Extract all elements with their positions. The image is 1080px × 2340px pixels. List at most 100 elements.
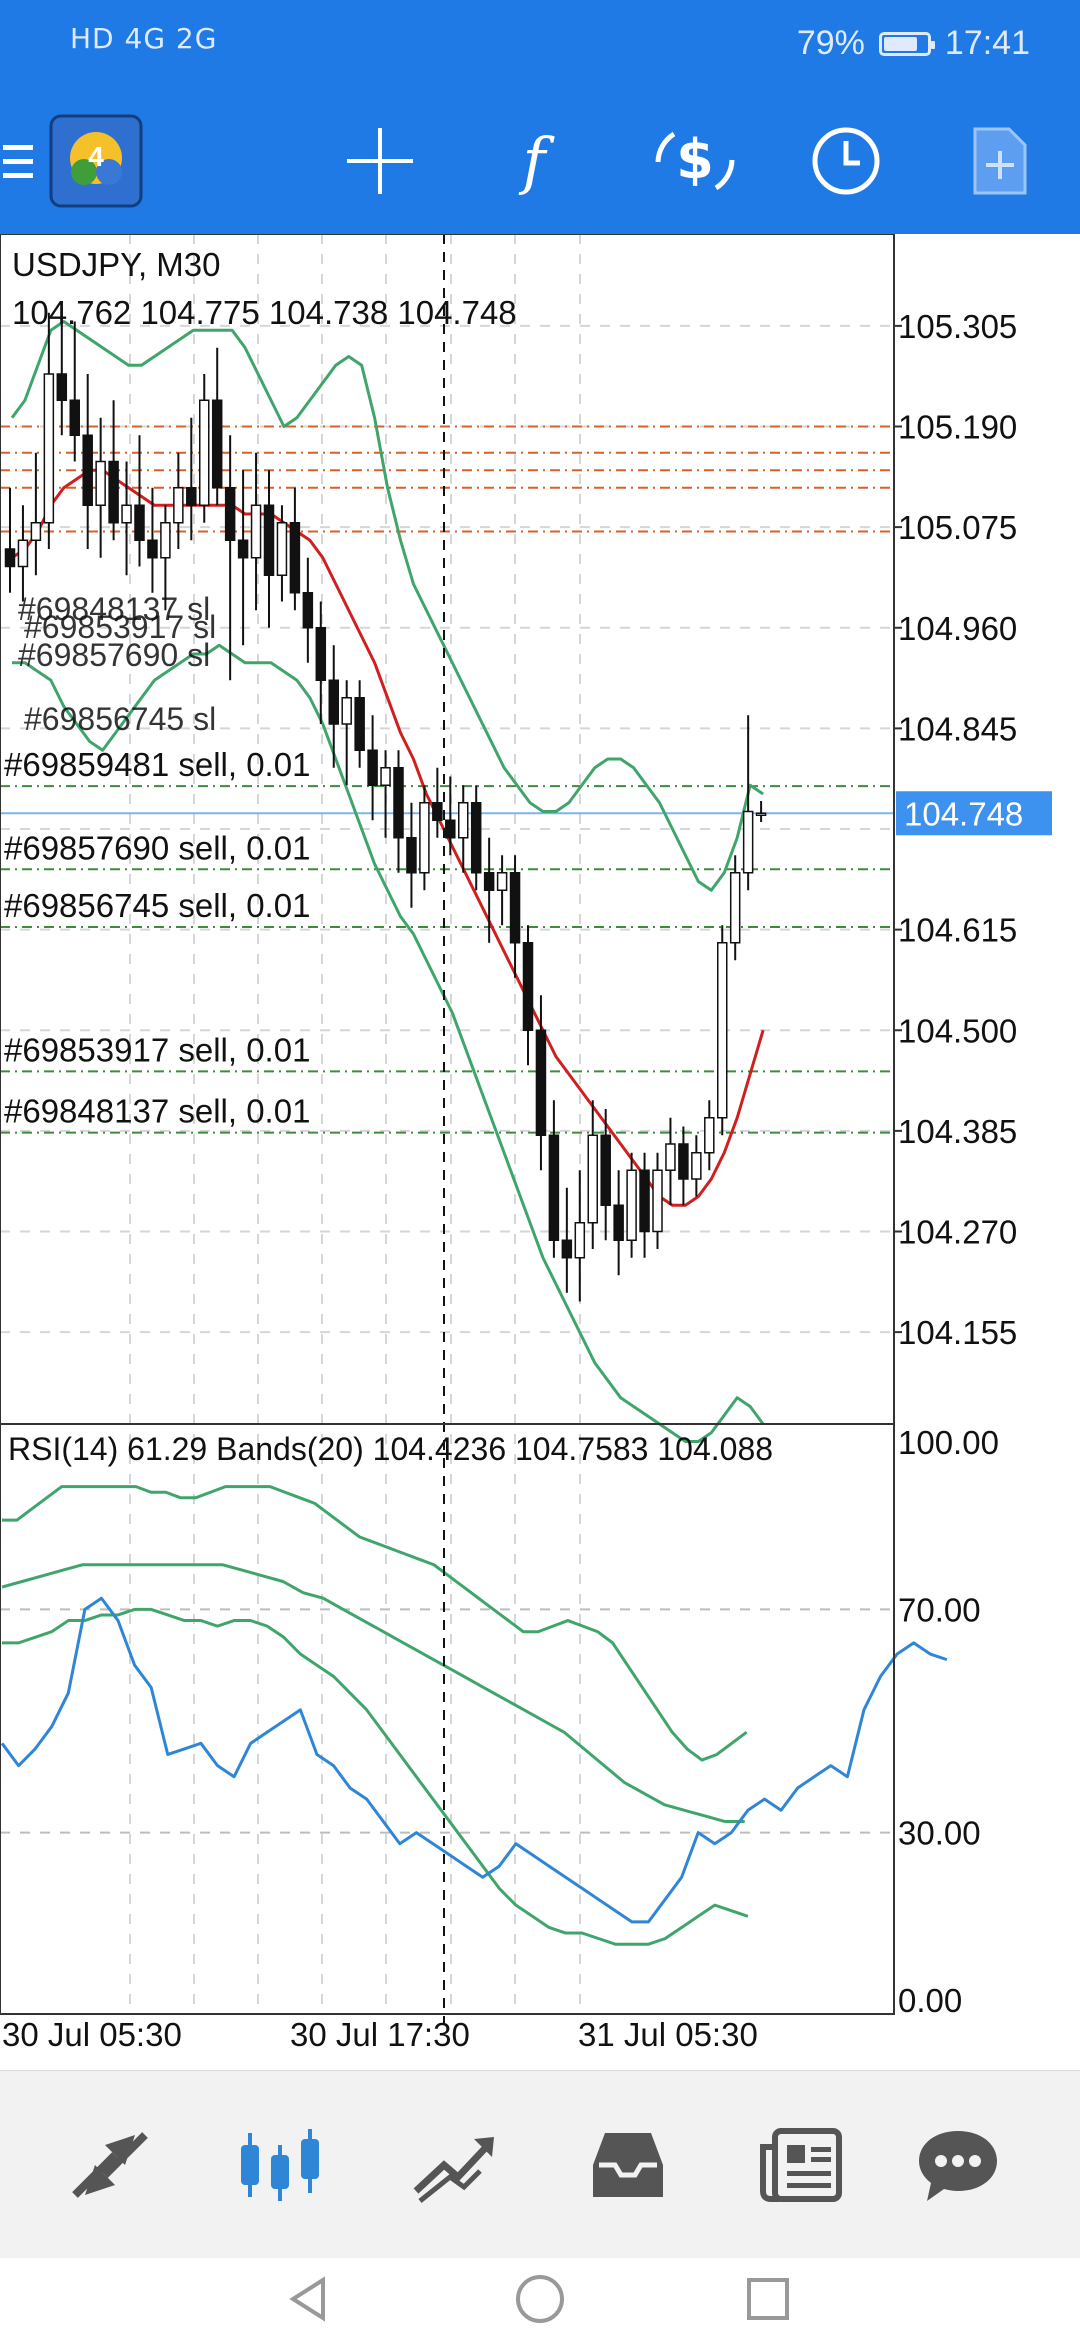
network-indicators: HD 4G 2G	[70, 22, 218, 55]
home-icon[interactable]	[480, 2258, 600, 2340]
app-logo-icon[interactable]: 4	[48, 88, 144, 234]
candle-body-38	[496, 872, 508, 891]
candle-body-36	[470, 802, 482, 874]
candle-body-13	[173, 487, 184, 524]
ohlc-values: 104.762 104.775 104.738 104.748	[12, 294, 517, 331]
rsi-bands-upper	[2, 1485, 748, 1762]
candle-body-9	[121, 504, 132, 524]
candle-body-8	[108, 460, 119, 524]
sl-label-1: #69853917 sl	[24, 609, 216, 645]
rsi-axis: 100.00 70.00 30.00 0.00	[898, 1424, 999, 2019]
candle-body-25	[328, 679, 339, 725]
candle-body-50	[652, 1169, 663, 1233]
candle-body-2	[30, 522, 42, 541]
new-chart-icon[interactable]	[950, 88, 1050, 234]
candle-body-42	[548, 1134, 560, 1241]
candle-body-21	[276, 522, 288, 576]
stop-loss-lines	[0, 425, 894, 533]
candle-body-56	[729, 872, 741, 944]
candle-body-46	[600, 1134, 611, 1206]
bands-upper-line	[10, 320, 764, 892]
price-tick-label-5: 104.615	[898, 912, 1017, 949]
stop-loss-labels: #69848137 sl#69853917 sl#69857690 sl #698…	[18, 591, 216, 737]
order-label-4: #69848137 sell, 0.01	[4, 1093, 310, 1130]
candle-body-55	[717, 942, 728, 1119]
clock: 17:41	[944, 24, 1030, 62]
svg-text:$: $	[676, 128, 714, 191]
order-lines: #69859481 sell, 0.01 #69857690 sell, 0.01…	[0, 746, 894, 1134]
news-icon[interactable]	[712, 2071, 892, 2259]
time-label-0: 30 Jul 05:30	[2, 2016, 182, 2053]
function-icon[interactable]: f	[484, 88, 584, 234]
back-icon[interactable]	[248, 2258, 368, 2340]
candle-body-24	[315, 627, 327, 681]
candle-body-44	[574, 1222, 586, 1259]
battery-icon	[878, 31, 935, 56]
price-tick-label-0: 105.305	[898, 308, 1017, 345]
bottom-navigation	[0, 2070, 1080, 2259]
current-price-tag: 104.748	[896, 791, 1052, 836]
candle-body-45	[587, 1134, 598, 1224]
candle-body-33	[432, 802, 443, 821]
candle-body-57	[742, 810, 754, 874]
price-axis: 105.305 105.190 105.075 104.960 104.845 104.6…	[894, 308, 1017, 1351]
chart-area[interactable]: #69859481 sell, 0.01 #69857690 sell, 0.01…	[0, 234, 1080, 2070]
candle-body-22	[289, 522, 301, 594]
crosshair-icon[interactable]	[330, 88, 430, 234]
chart-symbol-header: USDJPY, M30	[12, 246, 220, 283]
rsi-bands-lower	[2, 1607, 749, 1946]
current-price-box	[896, 791, 1052, 836]
chart-icon[interactable]	[190, 2071, 370, 2259]
time-label-1: 30 Jul 17:30	[290, 2016, 470, 2053]
price-tick-label-2: 105.075	[898, 509, 1017, 546]
menu-icon[interactable]	[0, 88, 40, 234]
price-tick-label-4: 104.845	[898, 710, 1017, 747]
candle-body-28	[367, 749, 378, 786]
candle-body-58	[755, 812, 767, 816]
candle-body-15	[199, 399, 210, 506]
status-bar: HD 4G 2G 79% 17:41	[0, 0, 1080, 88]
chat-icon[interactable]	[868, 2071, 1048, 2259]
quotes-icon[interactable]	[20, 2071, 200, 2259]
chart-grid	[0, 234, 894, 2014]
candle-body-35	[458, 802, 469, 839]
time-axis: 30 Jul 05:30 30 Jul 17:30 31 Jul 05:30	[2, 2016, 758, 2053]
rsi-line	[0, 1596, 948, 1924]
time-label-2: 31 Jul 05:30	[578, 2016, 758, 2053]
candlesticks	[4, 304, 767, 1302]
battery-percent: 79%	[796, 24, 865, 62]
candle-body-43	[561, 1239, 573, 1259]
clock-icon[interactable]	[796, 88, 896, 234]
trade-nav-icon[interactable]	[365, 2071, 545, 2259]
status-right: 79% 17:41	[797, 24, 1030, 63]
rsi-header: RSI(14) 61.29 Bands(20) 104.4236 104.758…	[8, 1431, 773, 1467]
candle-body-32	[419, 802, 430, 874]
candle-body-1	[17, 539, 29, 568]
recents-icon[interactable]	[708, 2258, 828, 2340]
candle-body-20	[263, 504, 275, 576]
current-price-label: 104.748	[904, 795, 1023, 832]
candle-body-11	[147, 539, 158, 559]
candle-body-51	[665, 1143, 676, 1171]
order-label-3: #69853917 sell, 0.01	[4, 1031, 310, 1068]
candle-body-40	[522, 942, 534, 1031]
bollinger-bands	[10, 320, 765, 1443]
trade-icon[interactable]: $	[640, 88, 750, 234]
rsi-tick-label-1: 70.00	[898, 1591, 981, 1628]
rsi-pane-border	[0, 1423, 895, 2015]
candle-body-47	[613, 1204, 624, 1241]
candle-body-30	[393, 767, 404, 839]
candle-body-16	[211, 399, 223, 489]
price-tick-label-7: 104.385	[898, 1113, 1017, 1150]
price-tick-label-1: 105.190	[898, 409, 1017, 446]
candle-body-41	[535, 1029, 547, 1136]
candle-body-3	[43, 373, 55, 524]
candle-body-53	[691, 1152, 702, 1180]
candle-body-7	[95, 460, 106, 506]
candle-body-23	[302, 592, 314, 629]
rsi-tick-label-0: 100.00	[898, 1424, 999, 1461]
history-icon[interactable]	[538, 2071, 718, 2259]
candle-body-10	[134, 504, 145, 541]
price-tick-label-6: 104.500	[898, 1012, 1017, 1049]
candle-body-12	[160, 522, 171, 559]
